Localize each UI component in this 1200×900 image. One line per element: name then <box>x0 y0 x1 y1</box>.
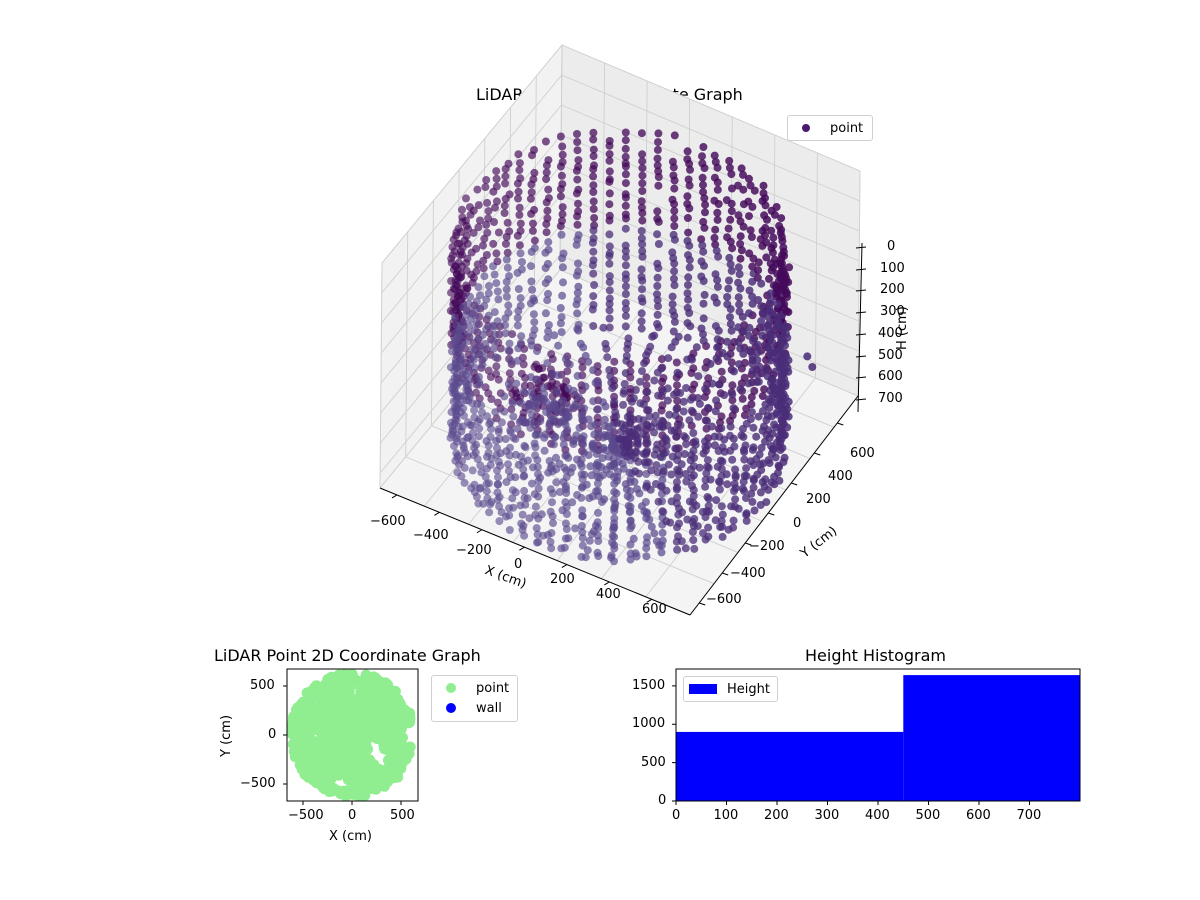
plot2d-legend-point: point <box>476 680 510 696</box>
hist-legend: Height <box>683 676 778 702</box>
hist-xtick: 600 <box>966 808 991 823</box>
hist-xtick: 500 <box>915 808 941 823</box>
plot2d-legend-wall: wall <box>476 700 502 716</box>
plot3d-xtick: 200 <box>550 572 575 587</box>
plot3d-ztick: 200 <box>880 282 905 297</box>
plot3d-xtick: 0 <box>514 557 523 572</box>
plot3d-xtick: −600 <box>370 514 406 529</box>
plot3d-ztick: 400 <box>878 326 903 341</box>
hist-xtick: 700 <box>1016 808 1042 823</box>
plot3d-ytick: −200 <box>749 539 785 554</box>
plot2d-ytick: 0 <box>268 727 277 742</box>
plot3d-ztick: 700 <box>878 391 903 406</box>
plot3d-xtick: 400 <box>596 587 621 602</box>
plot3d-axes <box>379 242 863 616</box>
plot2d-axes <box>283 668 419 805</box>
plot3d-tickmarks <box>391 246 867 606</box>
plot2d-title: LiDAR Point 2D Coordinate Graph <box>214 646 481 665</box>
legend-point-marker-icon <box>802 124 810 132</box>
plot3d-ztick: 300 <box>880 304 905 319</box>
plot3d-xtick: −400 <box>413 528 449 543</box>
hist-ytick: 1000 <box>632 716 666 731</box>
hist-bar <box>676 731 904 801</box>
plot2d-ytick: 500 <box>250 678 275 693</box>
plot3d-ytick: 400 <box>828 469 853 484</box>
plot3d-xtick: −200 <box>456 543 492 558</box>
plot2d-xtick: 0 <box>348 808 357 823</box>
plot2d-ytick: −500 <box>240 776 276 791</box>
hist-xtick: 200 <box>764 808 789 823</box>
hist-xtick: 0 <box>672 808 681 823</box>
legend-wall-marker-icon <box>446 703 456 713</box>
plot3d-points <box>446 128 817 566</box>
plot3d-zlabel: H (cm) <box>895 306 910 350</box>
plot3d-ztick: 500 <box>878 348 903 363</box>
plot2d-xtick: 500 <box>390 808 415 823</box>
plot2d-legend: point wall <box>431 675 518 722</box>
hist-legend-label: Height <box>727 681 770 697</box>
hist-xtick: 300 <box>814 808 840 823</box>
plot3d-ztick: 100 <box>880 261 905 276</box>
plot3d-ytick: −600 <box>706 592 742 607</box>
plot2d-xtick: −500 <box>288 808 324 823</box>
plot3d-ytick: 0 <box>793 516 802 531</box>
plot3d-ytick: −400 <box>730 566 766 581</box>
plot2d-ylabel: Y (cm) <box>219 714 234 757</box>
legend-point-marker-icon <box>446 683 456 693</box>
plot3d-legend-label: point <box>830 120 864 136</box>
plot3d-ytick: 200 <box>806 492 831 507</box>
hist-ytick: 500 <box>641 755 666 770</box>
hist-ytick: 0 <box>658 793 667 808</box>
hist-xtick: 100 <box>713 808 739 823</box>
plot2d-xlabel: X (cm) <box>329 829 372 844</box>
plot3d-ztick: 0 <box>887 239 896 254</box>
hist-title: Height Histogram <box>805 646 946 665</box>
hist-bar <box>903 675 1081 801</box>
plot2d-points <box>287 669 416 801</box>
plot3d-legend: point <box>787 115 873 141</box>
hist-xtick: 400 <box>865 808 890 823</box>
legend-height-swatch-icon <box>689 684 717 694</box>
plot3d-ytick: 600 <box>850 446 875 461</box>
plot3d-ztick: 600 <box>878 369 903 384</box>
plot3d-xtick: 600 <box>642 602 667 617</box>
hist-ytick: 1500 <box>632 678 666 693</box>
hist-axes <box>672 668 1081 805</box>
